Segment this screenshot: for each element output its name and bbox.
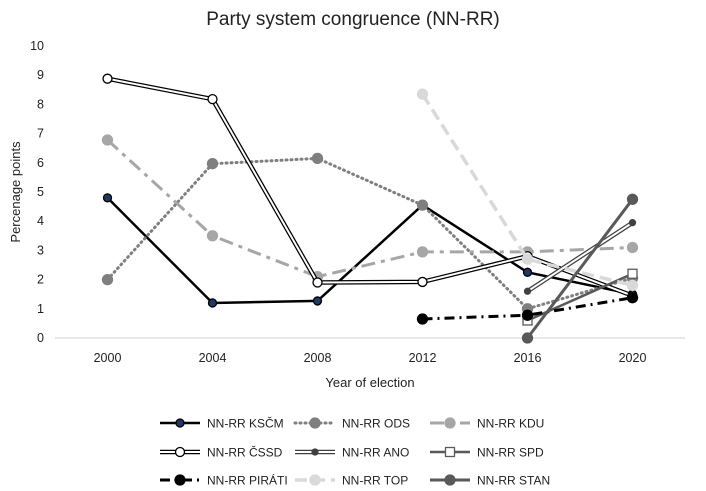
legend-item: NN-RR KSČM xyxy=(160,416,284,431)
data-point xyxy=(521,253,534,265)
data-point xyxy=(626,292,639,304)
legend-item: NN-RR ČSSD xyxy=(160,445,283,460)
data-point xyxy=(626,193,639,205)
legend-label: NN-RR ODS xyxy=(342,417,410,431)
y-tick-label: 7 xyxy=(37,127,44,141)
series-7 xyxy=(416,292,639,325)
legend-marker xyxy=(309,474,321,486)
legend-marker xyxy=(175,418,185,428)
data-point xyxy=(626,241,639,254)
series-line xyxy=(421,93,633,288)
y-tick-label: 6 xyxy=(37,156,44,170)
legend-marker xyxy=(309,417,321,429)
series-3 xyxy=(101,134,639,283)
x-tick-label: 2016 xyxy=(514,351,542,365)
legend-marker xyxy=(311,448,319,456)
y-tick-label: 2 xyxy=(37,273,44,287)
axes: 0 1 2 3 4 5 6 7 8 9 10 2000 2004 2008 2012 2016 2020 xyxy=(30,39,685,365)
legend-label: NN-RR SPD xyxy=(477,446,544,460)
legend-marker xyxy=(444,474,456,486)
series-line xyxy=(422,296,633,321)
legend-item: NN-RR ODS xyxy=(293,417,410,431)
legend-label: NN-RR ČSSD xyxy=(207,445,283,460)
legend-label: NN-RR TOP xyxy=(342,474,408,488)
data-point xyxy=(521,332,534,344)
series-line xyxy=(106,196,633,305)
data-point xyxy=(522,267,533,277)
legend-marker xyxy=(444,417,456,429)
y-axis-label: Percenage points xyxy=(8,141,23,243)
legend-item: NN-RR TOP xyxy=(295,474,408,488)
legend-label: NN-RR KDU xyxy=(477,417,544,431)
data-point xyxy=(312,277,323,288)
legend-label: NN-RR STAN xyxy=(477,474,550,488)
y-tick-label: 5 xyxy=(37,185,44,199)
y-tick-label: 8 xyxy=(37,97,44,111)
data-point xyxy=(102,73,113,84)
x-tick-label: 2000 xyxy=(94,351,122,365)
data-point xyxy=(627,268,638,279)
data-point xyxy=(207,93,218,105)
y-tick-label: 3 xyxy=(37,243,44,257)
series-line-inner xyxy=(526,221,634,293)
series-9 xyxy=(521,193,639,344)
legend-label: NN-RR KSČM xyxy=(207,416,284,431)
legend-item: NN-RR SPD xyxy=(430,446,544,460)
legend-label: NN-RR ANO xyxy=(342,446,409,460)
data-point xyxy=(523,287,532,295)
series-layer xyxy=(101,73,639,344)
y-tick-label: 1 xyxy=(37,302,44,316)
data-point xyxy=(416,199,429,211)
x-tick-label: 2004 xyxy=(199,351,227,365)
series-line xyxy=(526,198,634,339)
data-point xyxy=(416,246,429,258)
data-point xyxy=(416,88,429,100)
legend-marker xyxy=(174,474,186,486)
data-point xyxy=(207,298,218,308)
data-point xyxy=(101,273,114,286)
data-point xyxy=(312,296,323,306)
legend-item: NN-RR ANO xyxy=(295,446,409,460)
x-tick-label: 2008 xyxy=(304,351,332,365)
series-line xyxy=(106,138,633,279)
y-tick-label: 4 xyxy=(37,214,44,228)
x-axis-label: Year of election xyxy=(325,375,414,390)
x-tick-label: 2012 xyxy=(409,351,437,365)
series-2 xyxy=(101,152,639,315)
data-point xyxy=(416,313,429,325)
data-point xyxy=(206,230,219,242)
data-point xyxy=(628,219,637,227)
series-8 xyxy=(416,88,639,292)
legend-item: NN-RR STAN xyxy=(430,474,550,488)
y-tick-label: 9 xyxy=(37,68,44,82)
y-tick-label: 10 xyxy=(30,39,44,53)
series-line xyxy=(106,156,634,311)
x-tick-label: 2020 xyxy=(619,351,647,365)
legend: NN-RR KSČM NN-RR ODS NN-RR KDU NN-RR ČSSD NN… xyxy=(160,416,550,488)
chart-title: Party system congruence (NN-RR) xyxy=(206,9,500,30)
data-point xyxy=(311,152,324,165)
legend-item: NN-RR PIRÁTI xyxy=(160,473,288,488)
data-point xyxy=(626,279,639,292)
data-point xyxy=(206,158,219,170)
series-5 xyxy=(523,219,637,295)
legend-item: NN-RR KDU xyxy=(430,417,544,431)
data-point xyxy=(417,276,428,288)
legend-label: NN-RR PIRÁTI xyxy=(207,473,288,488)
series-line-inner xyxy=(107,77,633,297)
y-tick-label: 0 xyxy=(37,331,44,345)
legend-marker xyxy=(174,446,186,458)
data-point xyxy=(101,134,114,146)
data-point xyxy=(521,309,534,321)
legend-marker xyxy=(444,446,456,458)
data-point xyxy=(102,193,113,203)
